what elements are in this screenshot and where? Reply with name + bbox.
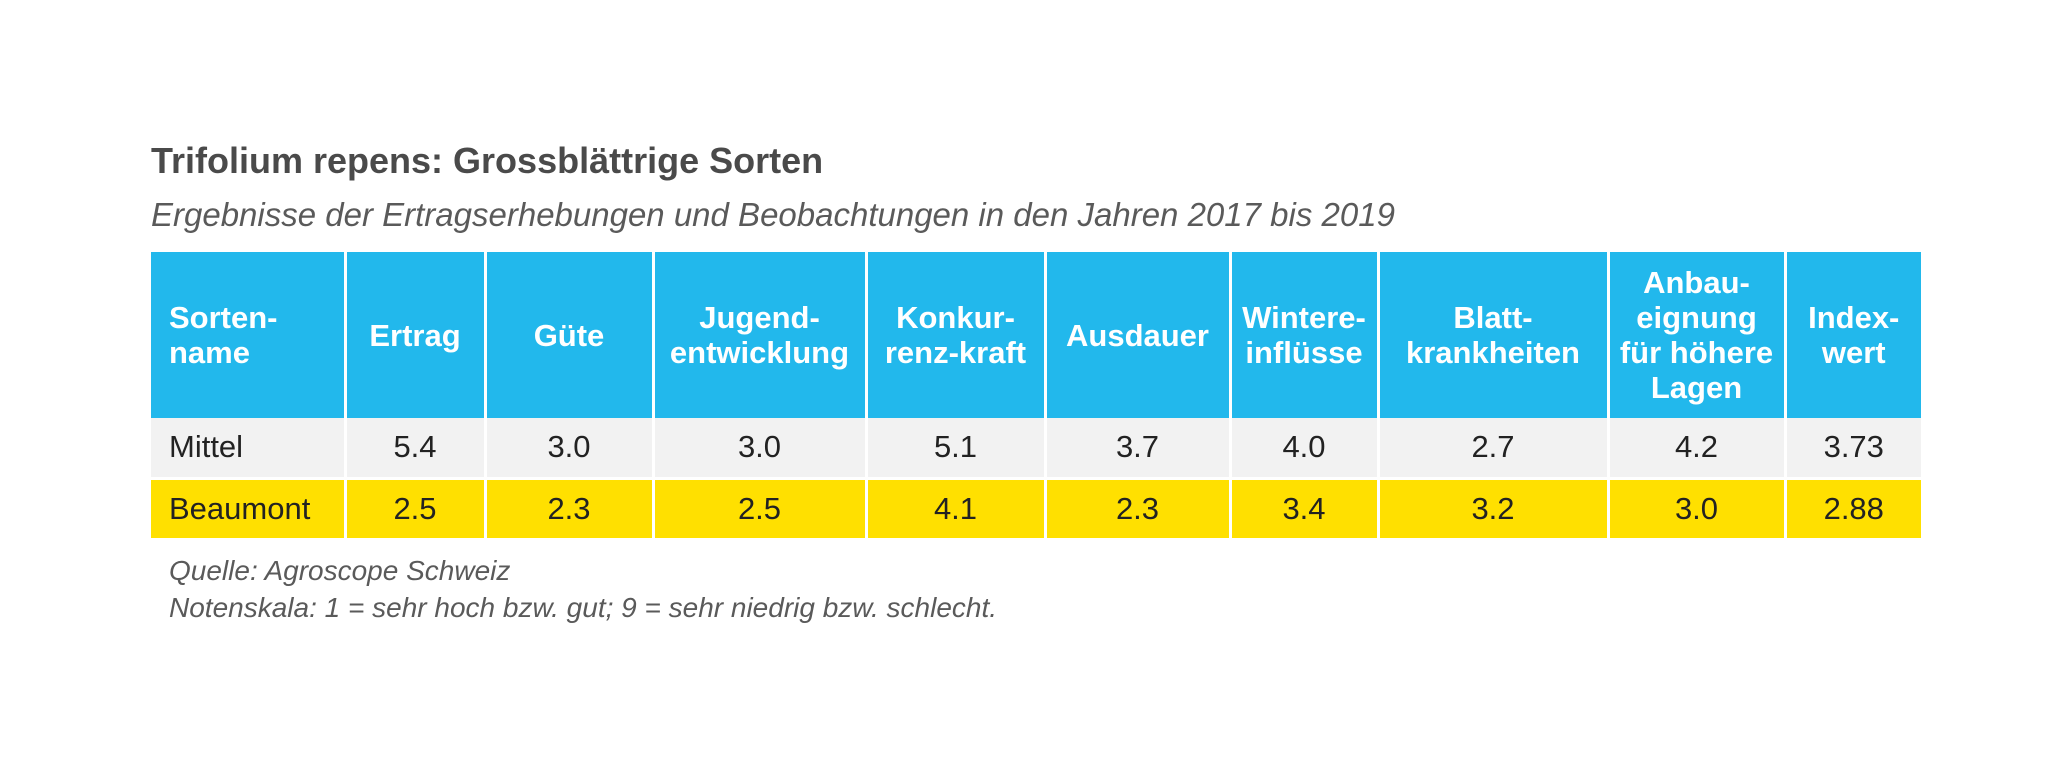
header-line: wert [1821,335,1886,370]
table-cell: 4.2 [1606,418,1787,480]
table-cell: 5.4 [343,418,487,480]
header-wintereinfluesse: Wintere- inflüsse [1228,252,1380,418]
header-anbaueignung: Anbau- eignung für höhere Lagen [1606,252,1787,418]
table-cell: 3.0 [651,418,868,480]
header-line: krankheiten [1405,335,1580,370]
header-line: Lagen [1650,370,1743,405]
table-cell: 3.73 [1783,418,1921,480]
header-line: Jugend- [699,300,820,335]
header-blattkrankheiten: Blatt- krankheiten [1376,252,1610,418]
header-guete: Güte [483,252,655,418]
table-cell: 2.5 [343,478,487,538]
table-cell: 4.0 [1228,418,1380,480]
header-line: Ausdauer [1066,317,1209,353]
page-subtitle: Ergebnisse der Ertragserhebungen und Beo… [151,196,1395,233]
header-line: Blatt- [1453,300,1533,335]
header-indexwert: Index- wert [1783,252,1921,418]
header-konkurrenzkraft: Konkur- renz-kraft [864,252,1047,418]
table-notes: Quelle: Agroscope Schweiz Notenskala: 1 … [169,552,997,626]
table-row-mittel: Mittel 5.4 3.0 3.0 5.1 3.7 4.0 2.7 4.2 3… [151,418,1921,480]
header-line: Anbau- [1643,265,1750,300]
table-cell: 4.1 [864,478,1047,538]
page-title: Trifolium repens: Grossblättrige Sorten [151,140,824,181]
table-cell: Mittel [151,418,347,480]
header-line: Wintere- [1242,300,1366,335]
header-jugendentwicklung: Jugend- entwicklung [651,252,868,418]
header-ertrag: Ertrag [343,252,487,418]
table-cell: 3.7 [1043,418,1232,480]
header-sortenname: Sorten- name [151,252,347,418]
table-cell: Beaumont [151,478,347,538]
header-line: Ertrag [369,317,461,353]
table-cell: 2.3 [483,478,655,538]
table-cell: 3.2 [1376,478,1610,538]
header-ausdauer: Ausdauer [1043,252,1232,418]
table-cell: 2.88 [1783,478,1921,538]
header-line: Index- [1808,300,1900,335]
scale-note: Notenskala: 1 = sehr hoch bzw. gut; 9 = … [169,592,998,623]
table-cell: 3.4 [1228,478,1380,538]
table-cell: 3.0 [483,418,655,480]
table-header-row: Sorten- name Ertrag Güte Jugend- entwick… [151,252,1921,418]
header-line: Sorten- [169,300,278,335]
header-line: Konkur- [896,300,1015,335]
header-line: renz-kraft [884,335,1027,370]
header-line: inflüsse [1245,335,1363,370]
header-line: entwicklung [669,335,850,370]
source-note: Quelle: Agroscope Schweiz [169,555,511,586]
header-line: eignung [1636,300,1757,335]
table-row-beaumont: Beaumont 2.5 2.3 2.5 4.1 2.3 3.4 3.2 3.0… [151,478,1921,538]
header-line: Güte [533,317,605,353]
table-cell: 5.1 [864,418,1047,480]
header-line: name [169,335,250,370]
table-cell: 2.7 [1376,418,1610,480]
table-cell: 3.0 [1606,478,1787,538]
table-cell: 2.5 [651,478,868,538]
header-line: für höhere [1619,335,1774,370]
table-cell: 2.3 [1043,478,1232,538]
results-table: Sorten- name Ertrag Güte Jugend- entwick… [151,252,1921,538]
